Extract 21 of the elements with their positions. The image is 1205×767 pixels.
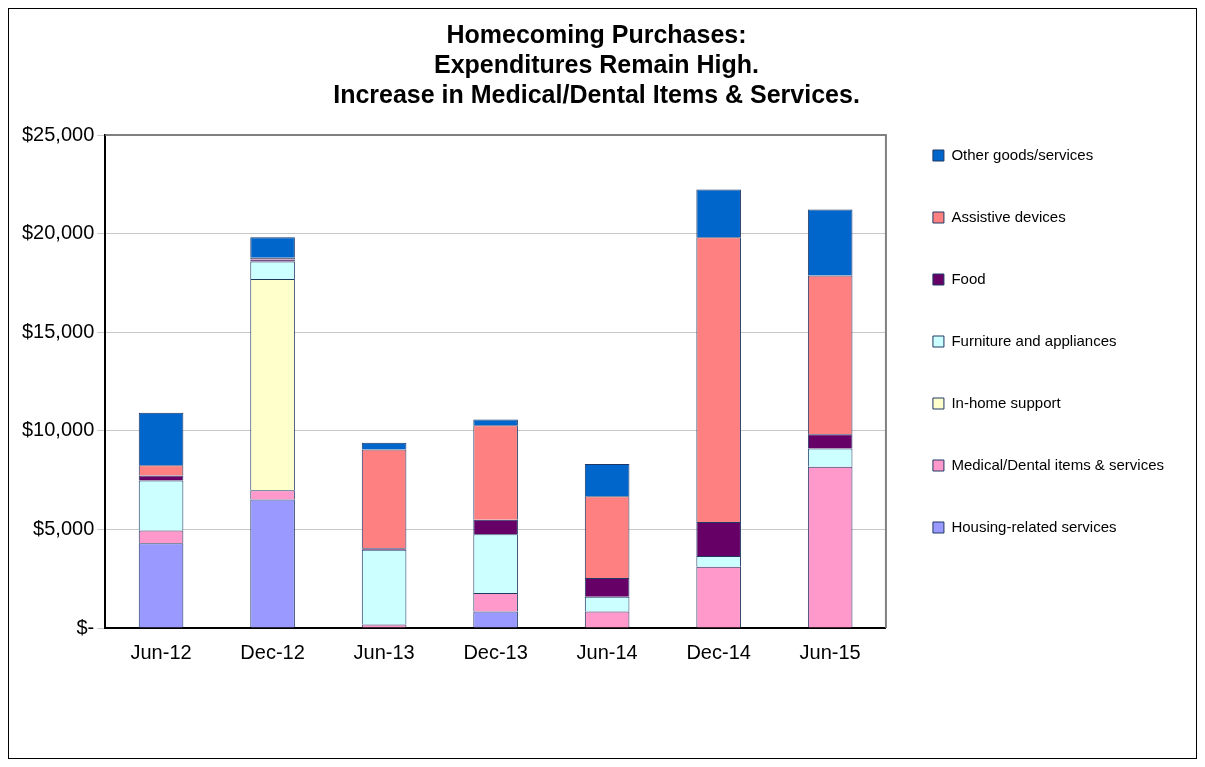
y-tick-label: $15,000 <box>22 319 95 342</box>
x-tick-label: Dec-14 <box>686 640 751 663</box>
legend-label: In-home support <box>951 393 1062 411</box>
legend-label: Other goods/services <box>951 145 1094 163</box>
y-tick-label: $10,000 <box>22 418 95 441</box>
x-tick-label: Jun-12 <box>130 640 192 663</box>
x-tick-label: Jun-15 <box>799 640 861 663</box>
legend-label: Housing-related services <box>951 517 1117 535</box>
y-tick-label: $5,000 <box>33 516 95 539</box>
x-tick-label: Dec-12 <box>240 640 305 663</box>
y-tick-label: $25,000 <box>22 122 95 145</box>
chart-title: Homecoming Purchases: Expenditures Remain High. Increase in Medical/Dental Items & Services. <box>333 19 860 108</box>
legend-label: Medical/Dental items & services <box>951 455 1165 473</box>
y-tick-label: $- <box>76 615 95 638</box>
x-tick-label: Jun-14 <box>576 640 638 663</box>
y-tick-label: $20,000 <box>22 221 95 244</box>
legend-label: Furniture and appliances <box>951 331 1117 349</box>
x-tick-label: Dec-13 <box>463 640 528 663</box>
x-tick-label: Jun-13 <box>353 640 415 663</box>
legend-label: Food <box>951 269 986 287</box>
legend-label: Assistive devices <box>951 207 1066 225</box>
